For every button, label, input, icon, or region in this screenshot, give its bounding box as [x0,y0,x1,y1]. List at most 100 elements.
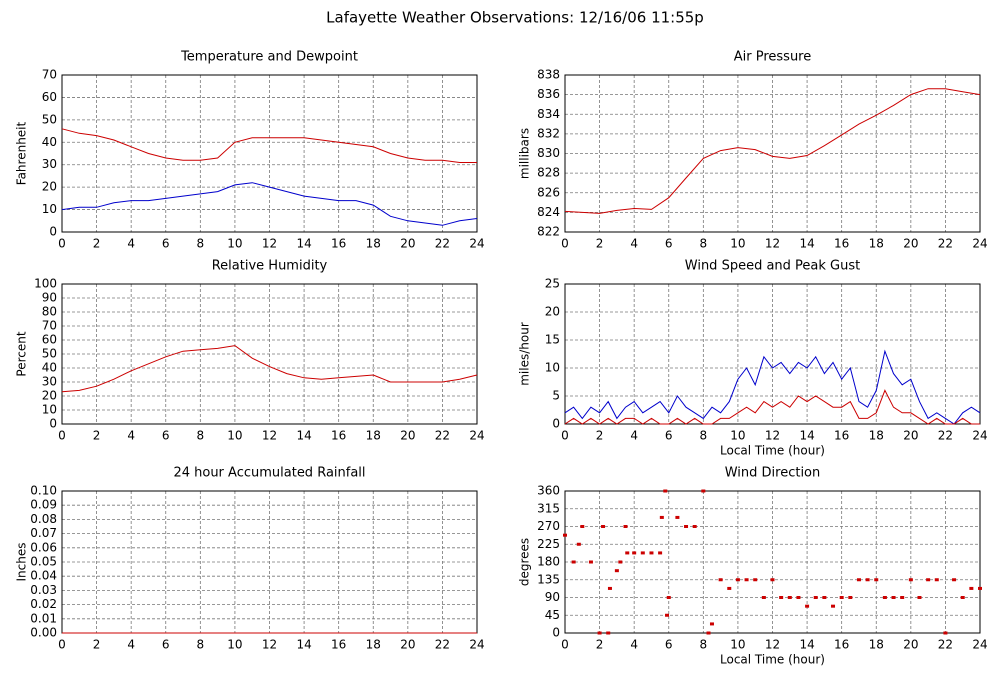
data-point [926,578,931,582]
data-line [61,128,477,163]
data-point [727,586,732,590]
x-tick-label: 2 [596,429,604,443]
y-tick-label: 0.09 [30,498,57,512]
x-tick-label: 10 [227,638,242,652]
y-tick-label: 70 [42,319,57,333]
y-tick-label: 0.02 [30,597,57,611]
x-tick-label: 22 [435,638,450,652]
x-tick-label: 0 [561,638,569,652]
x-tick-label: 20 [400,429,415,443]
x-tick-label: 8 [197,638,205,652]
y-tick-label: 0.01 [30,611,57,625]
x-tick-label: 24 [469,429,484,443]
data-point [978,586,982,590]
chart-title: Wind Speed and Peak Gust [685,259,860,274]
data-point [779,596,784,599]
x-tick-label: 2 [93,429,101,443]
chart-title: Temperature and Dewpoint [180,50,358,65]
y-tick-label: 50 [42,347,57,361]
x-tick-label: 18 [869,638,884,652]
x-tick-label: 22 [938,237,953,251]
data-point [822,596,827,599]
data-point [580,525,585,528]
data-point [960,596,965,599]
y-tick-label: 20 [42,180,57,194]
y-tick-label: 30 [42,157,57,171]
data-point [618,560,623,564]
data-point [900,596,905,599]
data-point [601,525,606,528]
x-tick-label: 20 [903,429,918,443]
y-tick-label: 0 [49,225,57,239]
data-point [576,542,581,546]
x-tick-label: 16 [331,429,346,443]
y-tick-label: 5 [552,389,560,403]
x-tick-label: 10 [730,638,745,652]
data-line [61,182,478,226]
y-tick-label: 0.04 [30,569,57,583]
x-tick-label: 18 [366,429,381,443]
plot-frame [61,283,478,425]
page-title: Lafayette Weather Observations: 12/16/06… [326,9,704,27]
data-point [597,631,602,635]
x-tick-label: 16 [331,638,346,652]
data-point [952,578,957,582]
x-tick-label: 0 [58,237,66,251]
y-tick-label: 0.06 [30,540,57,554]
x-tick-label: 10 [730,429,745,443]
x-tick-label: 18 [366,237,381,251]
x-tick-label: 16 [834,237,849,251]
x-tick-label: 2 [93,237,101,251]
data-point [663,489,668,493]
y-tick-label: 0 [49,417,57,431]
y-tick-label: 70 [42,68,57,82]
x-tick-label: 18 [366,638,381,652]
y-tick-label: 30 [42,375,57,389]
x-tick-label: 2 [596,638,604,652]
y-tick-label: 838 [537,68,560,82]
y-tick-label: 822 [537,225,560,239]
y-tick-label: 60 [42,333,57,347]
data-point [813,596,818,599]
data-point [744,578,749,582]
x-tick-label: 22 [938,429,953,443]
data-point [865,578,870,582]
y-tick-label: 0.03 [30,583,57,597]
y-tick-label: 0 [552,626,560,640]
y-tick-label: 90 [545,590,560,604]
x-tick-label: 22 [938,638,953,652]
y-tick-label: 25 [545,277,560,291]
data-point [606,631,611,635]
y-tick-label: 180 [537,555,560,569]
x-tick-label: 22 [435,237,450,251]
data-point [856,578,861,582]
x-tick-label: 12 [765,638,780,652]
data-point [625,551,630,555]
data-point [649,551,654,555]
x-tick-label: 14 [799,429,814,443]
data-point [934,578,939,582]
x-tick-label: 6 [665,638,673,652]
y-tick-label: 0.08 [30,512,57,526]
y-tick-label: 828 [537,166,560,180]
data-point [665,613,670,617]
y-tick-label: 10 [42,202,57,216]
data-point [718,578,723,582]
data-point [891,596,896,599]
data-point [588,560,593,564]
y-tick-label: 826 [537,185,560,199]
x-tick-label: 20 [400,237,415,251]
y-tick-label: 90 [42,291,57,305]
x-tick-label: 10 [227,429,242,443]
data-point [623,525,628,528]
data-point [761,596,766,599]
x-tick-label: 4 [127,638,135,652]
x-tick-label: 12 [262,429,277,443]
chart-title: Wind Direction [725,466,821,481]
data-point [571,560,576,564]
data-point [735,578,740,582]
data-point [658,551,663,555]
data-point [640,551,645,555]
data-point [709,622,714,626]
data-point [787,596,792,599]
